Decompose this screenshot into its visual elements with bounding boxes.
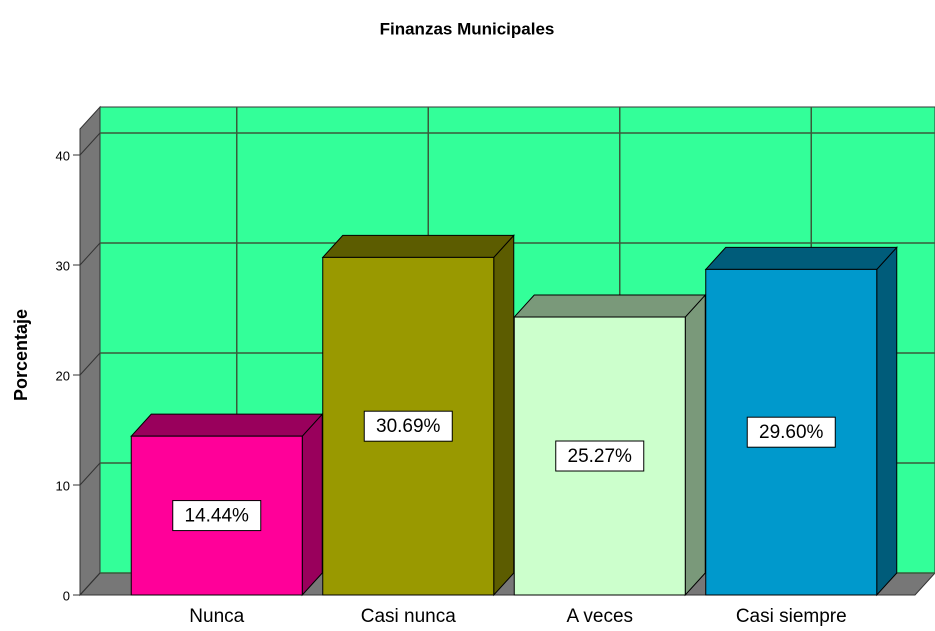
value-label: 14.44% (185, 506, 250, 527)
grid-line (79, 462, 101, 486)
value-label-box (555, 440, 645, 472)
bar-side (876, 246, 898, 597)
grid-line (79, 352, 101, 376)
x-tick-label: Nunca (189, 606, 244, 627)
value-label: 30.69% (376, 416, 441, 437)
x-tick-label: Casi nunca (361, 606, 456, 627)
grid-line (79, 242, 101, 266)
bar-top (130, 413, 324, 437)
bar-top (321, 234, 515, 258)
bar-top (704, 246, 898, 270)
y-tick-label: 40 (56, 148, 70, 163)
bar-side (493, 234, 515, 597)
value-label-box (172, 500, 262, 532)
value-label-box (363, 410, 453, 442)
grid-line (79, 572, 101, 596)
y-tick-label: 20 (56, 368, 70, 383)
value-label: 29.60% (759, 422, 824, 443)
bar-side (301, 412, 323, 597)
value-label: 25.27% (568, 446, 633, 467)
y-tick-label: 30 (56, 258, 70, 273)
grid-line (79, 132, 101, 156)
y-tick-label: 10 (56, 478, 70, 493)
bar-top (513, 294, 707, 318)
y-axis-label: Porcentaje (11, 309, 31, 401)
x-tick-label: Casi siempre (736, 606, 847, 627)
left-wall (79, 105, 101, 597)
y-tick-label: 0 (63, 588, 70, 603)
x-tick-label: A veces (566, 606, 633, 627)
bar-side (684, 293, 706, 597)
value-label-box (746, 416, 836, 448)
chart-title: Finanzas Municipales (380, 19, 555, 38)
